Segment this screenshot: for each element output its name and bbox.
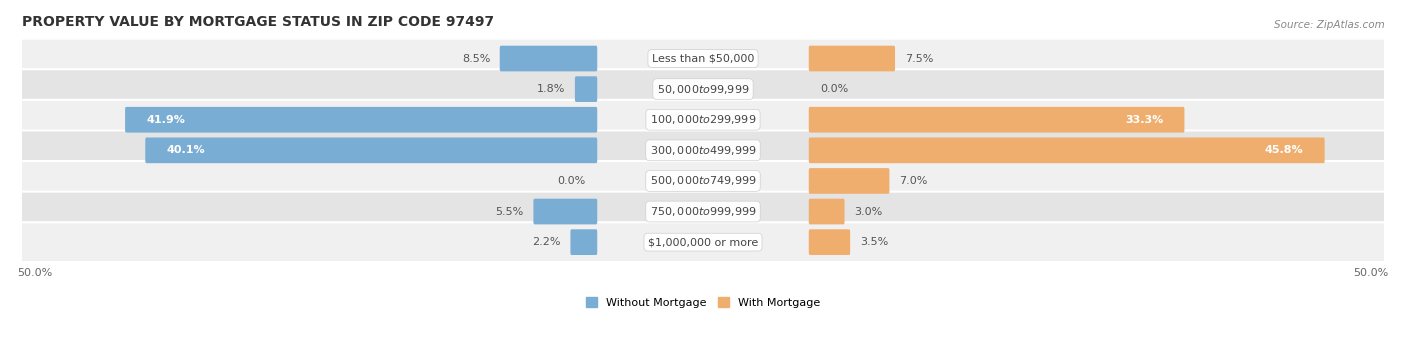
- Text: 33.3%: 33.3%: [1125, 115, 1163, 125]
- FancyBboxPatch shape: [20, 100, 1386, 139]
- FancyBboxPatch shape: [125, 107, 598, 133]
- FancyBboxPatch shape: [20, 131, 1386, 170]
- Text: 40.1%: 40.1%: [166, 145, 205, 155]
- Text: 5.5%: 5.5%: [495, 207, 524, 217]
- Text: 45.8%: 45.8%: [1265, 145, 1303, 155]
- FancyBboxPatch shape: [20, 161, 1386, 201]
- FancyBboxPatch shape: [20, 39, 1386, 78]
- FancyBboxPatch shape: [20, 222, 1386, 262]
- Text: 3.0%: 3.0%: [855, 207, 883, 217]
- FancyBboxPatch shape: [20, 69, 1386, 109]
- FancyBboxPatch shape: [575, 76, 598, 102]
- FancyBboxPatch shape: [808, 229, 851, 255]
- FancyBboxPatch shape: [808, 107, 1184, 133]
- Text: Source: ZipAtlas.com: Source: ZipAtlas.com: [1274, 20, 1385, 30]
- Text: 41.9%: 41.9%: [146, 115, 186, 125]
- Text: 0.0%: 0.0%: [557, 176, 585, 186]
- Text: 7.0%: 7.0%: [898, 176, 928, 186]
- Text: $300,000 to $499,999: $300,000 to $499,999: [650, 144, 756, 157]
- Text: $500,000 to $749,999: $500,000 to $749,999: [650, 175, 756, 188]
- Text: 2.2%: 2.2%: [533, 237, 561, 247]
- FancyBboxPatch shape: [571, 229, 598, 255]
- Text: $50,000 to $99,999: $50,000 to $99,999: [657, 83, 749, 95]
- FancyBboxPatch shape: [20, 192, 1386, 232]
- Text: $1,000,000 or more: $1,000,000 or more: [648, 237, 758, 247]
- Legend: Without Mortgage, With Mortgage: Without Mortgage, With Mortgage: [586, 297, 820, 308]
- Text: $100,000 to $299,999: $100,000 to $299,999: [650, 113, 756, 126]
- Text: Less than $50,000: Less than $50,000: [652, 54, 754, 63]
- Text: 0.0%: 0.0%: [821, 84, 849, 94]
- FancyBboxPatch shape: [145, 137, 598, 163]
- FancyBboxPatch shape: [499, 46, 598, 71]
- Text: 1.8%: 1.8%: [537, 84, 565, 94]
- FancyBboxPatch shape: [533, 199, 598, 224]
- Text: $750,000 to $999,999: $750,000 to $999,999: [650, 205, 756, 218]
- FancyBboxPatch shape: [808, 137, 1324, 163]
- Text: PROPERTY VALUE BY MORTGAGE STATUS IN ZIP CODE 97497: PROPERTY VALUE BY MORTGAGE STATUS IN ZIP…: [22, 15, 494, 29]
- Text: 7.5%: 7.5%: [904, 54, 934, 63]
- FancyBboxPatch shape: [808, 168, 890, 194]
- Text: 8.5%: 8.5%: [461, 54, 491, 63]
- Text: 3.5%: 3.5%: [860, 237, 889, 247]
- FancyBboxPatch shape: [808, 199, 845, 224]
- FancyBboxPatch shape: [808, 46, 896, 71]
